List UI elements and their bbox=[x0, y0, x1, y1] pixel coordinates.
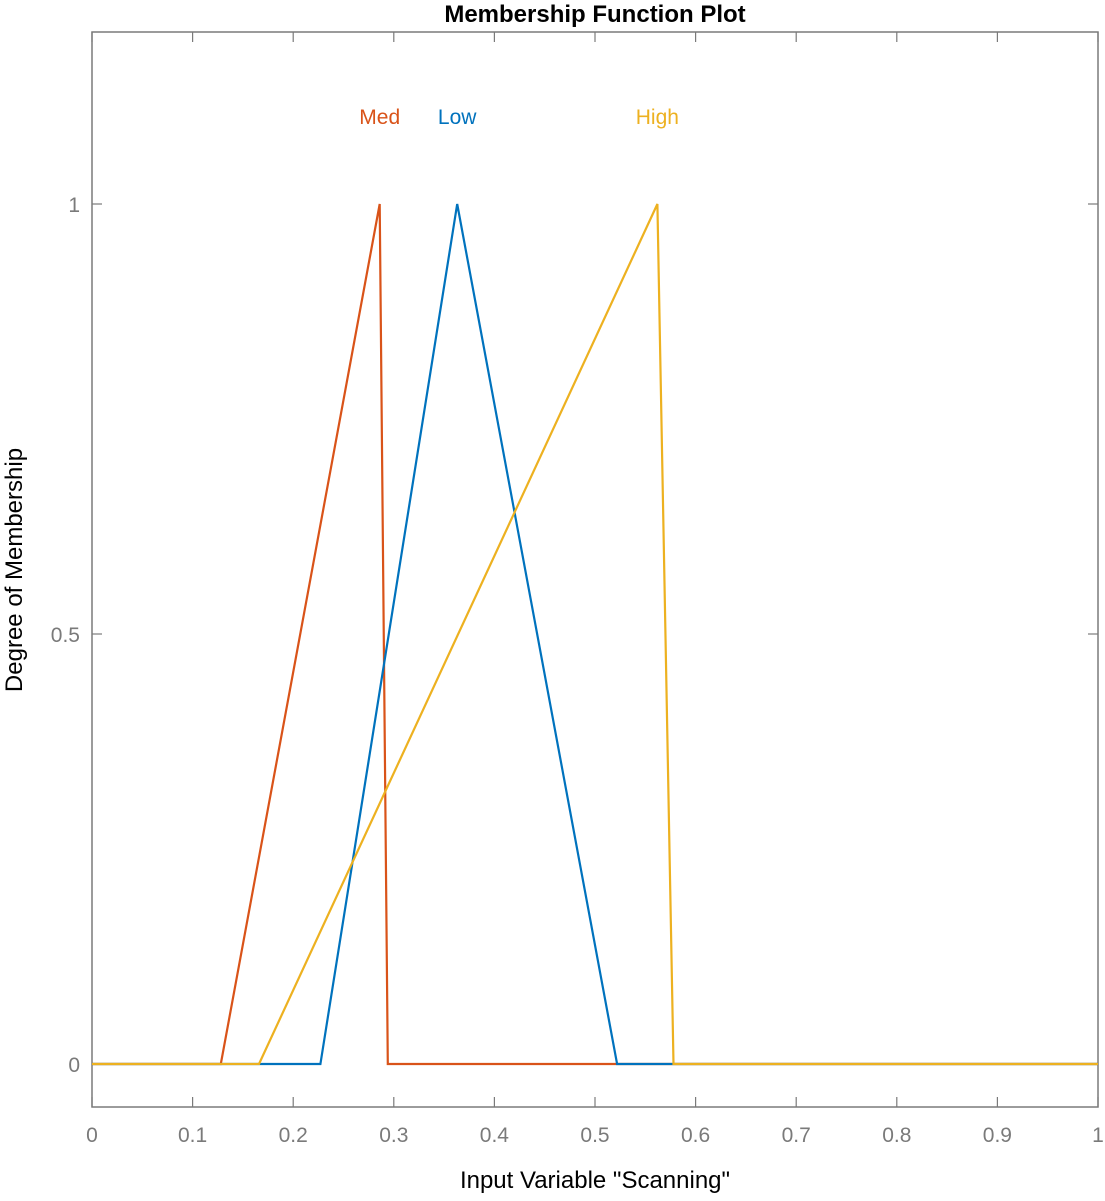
mf-label-med: Med bbox=[359, 106, 400, 129]
y-tick-label: 0 bbox=[68, 1054, 80, 1077]
x-tick-label: 0.2 bbox=[279, 1124, 308, 1147]
x-tick-label: 0.1 bbox=[178, 1124, 207, 1147]
x-tick-label: 0 bbox=[86, 1124, 98, 1147]
chart-title: Membership Function Plot bbox=[444, 1, 745, 28]
mf-label-low: Low bbox=[438, 106, 477, 129]
x-tick-label: 0.4 bbox=[480, 1124, 510, 1147]
y-axis-label: Degree of Membership bbox=[1, 448, 28, 692]
series-layer bbox=[92, 203, 1098, 1066]
x-tick-label: 0.9 bbox=[983, 1124, 1012, 1147]
x-tick-label: 0.3 bbox=[379, 1124, 408, 1147]
series-line-high bbox=[92, 203, 1098, 1066]
x-tick-label: 1 bbox=[1092, 1124, 1104, 1147]
y-tick-label: 0.5 bbox=[51, 624, 80, 647]
x-tick-label: 0.7 bbox=[782, 1124, 811, 1147]
x-axis-label: Input Variable "Scanning" bbox=[460, 1167, 730, 1194]
plot-area bbox=[91, 31, 1099, 1108]
x-tick-label: 0.5 bbox=[580, 1124, 609, 1147]
annotation-layer: Med Low High bbox=[359, 106, 679, 129]
x-tick-label: 0.8 bbox=[882, 1124, 911, 1147]
x-tick-label: 0.6 bbox=[681, 1124, 710, 1147]
y-tick-label: 1 bbox=[68, 194, 80, 217]
mf-label-high: High bbox=[636, 106, 679, 129]
ticks-layer: 0 0.1 0.2 0.3 0.4 0.5 0.6 0.7 0.8 0.9 1 0 0.5 1 bbox=[51, 32, 1104, 1147]
